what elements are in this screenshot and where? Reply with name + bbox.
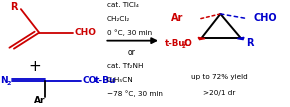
Text: CHO: CHO <box>254 13 277 23</box>
Text: cat. TiCl₄: cat. TiCl₄ <box>107 2 139 8</box>
Polygon shape <box>238 37 244 40</box>
Text: or: or <box>128 48 136 57</box>
Text: t-Bu: t-Bu <box>95 76 117 85</box>
Text: R: R <box>10 2 18 12</box>
Text: C₂H₅CN: C₂H₅CN <box>107 77 133 83</box>
Text: CHO: CHO <box>75 28 97 37</box>
Text: N: N <box>0 76 8 85</box>
Text: Ar: Ar <box>171 13 184 23</box>
Polygon shape <box>198 37 205 40</box>
Text: Ar: Ar <box>34 96 46 105</box>
Text: CO: CO <box>83 76 97 85</box>
Text: 2: 2 <box>6 81 11 86</box>
Text: +: + <box>28 59 41 74</box>
Text: cat. Tf₂NH: cat. Tf₂NH <box>107 63 143 69</box>
Text: R: R <box>246 38 254 48</box>
Text: 2: 2 <box>181 44 185 48</box>
Text: 2: 2 <box>93 78 97 83</box>
Text: C: C <box>183 39 190 48</box>
Text: >20/1 dr: >20/1 dr <box>203 90 235 96</box>
Text: 0 °C, 30 min: 0 °C, 30 min <box>107 29 152 36</box>
Text: up to 72% yield: up to 72% yield <box>191 74 247 80</box>
Text: −78 °C, 30 min: −78 °C, 30 min <box>107 90 163 97</box>
Text: CH₂Cl₂: CH₂Cl₂ <box>107 16 130 22</box>
Text: t-BuO: t-BuO <box>165 39 193 48</box>
